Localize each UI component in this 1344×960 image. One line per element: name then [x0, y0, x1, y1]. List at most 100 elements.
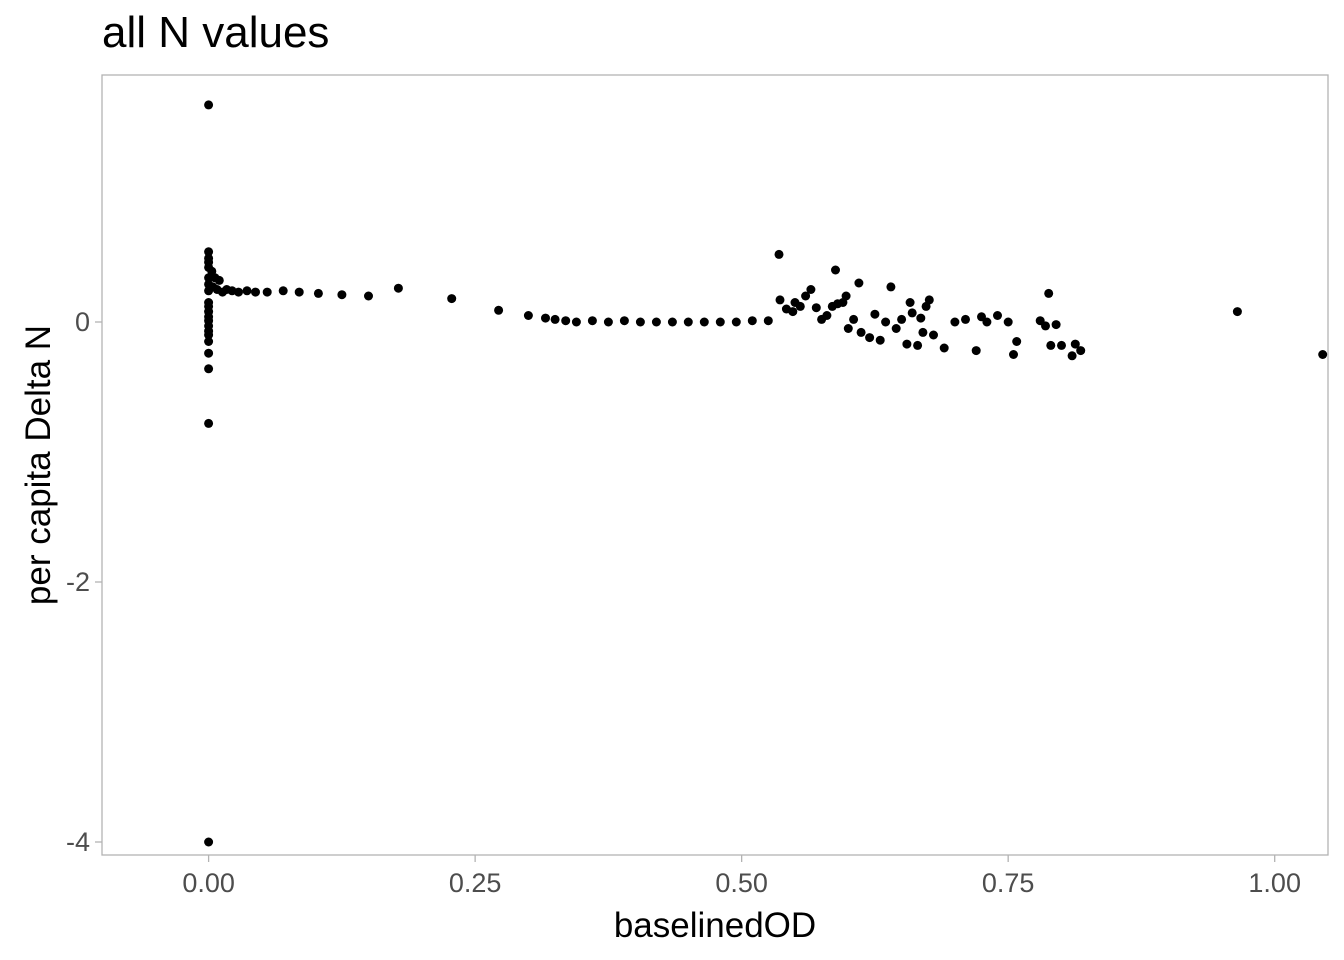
data-point-102 [1009, 350, 1018, 359]
data-point-65 [806, 285, 816, 294]
data-point-99 [982, 317, 992, 327]
data-point-89 [916, 313, 926, 323]
x-tick-label: 0.00 [182, 868, 235, 898]
data-point-90 [918, 327, 928, 337]
data-point-25 [214, 275, 224, 285]
x-axis-title: baselinedOD [614, 906, 816, 945]
data-point-55 [731, 317, 741, 327]
data-point-108 [1051, 320, 1061, 330]
data-point-85 [902, 339, 912, 349]
data-point-20 [204, 837, 214, 847]
data-point-51 [667, 317, 677, 327]
data-point-63 [795, 301, 805, 311]
data-point-93 [929, 330, 938, 340]
data-point-0 [204, 100, 214, 110]
data-point-81 [881, 317, 891, 327]
data-point-33 [278, 286, 288, 296]
data-point-50 [651, 317, 661, 327]
data-point-41 [523, 311, 533, 320]
y-tick-label: 0 [75, 307, 90, 337]
data-point-15 [204, 330, 214, 340]
data-point-64 [801, 291, 811, 301]
y-axis: -4 -2 0 [66, 307, 102, 857]
data-point-76 [854, 278, 864, 288]
data-point-38 [393, 283, 403, 293]
data-point-100 [993, 311, 1002, 320]
data-point-18 [204, 364, 214, 374]
data-point-94 [939, 343, 949, 353]
data-point-80 [875, 335, 885, 345]
y-tick-label: -4 [66, 827, 90, 857]
data-point-92 [924, 295, 934, 305]
data-point-1 [204, 247, 214, 257]
data-point-30 [242, 286, 252, 296]
data-point-32 [262, 287, 272, 297]
panel-border [101, 74, 1329, 856]
data-point-37 [364, 291, 373, 301]
data-point-66 [811, 303, 821, 313]
y-axis-title: per capita Delta N [19, 325, 58, 605]
data-point-49 [635, 317, 645, 327]
data-point-83 [891, 324, 901, 333]
data-point-34 [294, 287, 304, 297]
data-point-59 [775, 295, 785, 305]
data-point-45 [571, 317, 581, 327]
data-point-70 [831, 265, 840, 275]
data-point-112 [1076, 346, 1086, 356]
data-point-95 [950, 317, 960, 327]
data-point-105 [1041, 321, 1050, 331]
data-point-74 [843, 324, 853, 333]
data-point-88 [913, 340, 923, 350]
data-point-17 [204, 348, 214, 358]
data-point-47 [603, 317, 613, 327]
data-point-113 [1232, 307, 1242, 317]
data-point-114 [1318, 350, 1328, 359]
data-point-79 [870, 309, 880, 319]
data-point-77 [856, 327, 866, 337]
data-point-57 [763, 316, 773, 326]
data-point-84 [897, 314, 907, 324]
data-point-73 [841, 291, 851, 301]
data-point-103 [1012, 337, 1022, 346]
data-point-42 [541, 313, 550, 323]
data-point-58 [774, 249, 784, 259]
data-point-75 [849, 314, 859, 324]
x-axis: 0.00 0.25 0.50 0.75 1.00 [182, 855, 1301, 898]
data-point-82 [886, 282, 896, 292]
data-point-19 [204, 418, 214, 428]
data-point-52 [683, 317, 693, 327]
data-point-61 [788, 307, 798, 317]
data-point-43 [550, 314, 560, 324]
data-point-87 [907, 308, 917, 318]
data-point-56 [747, 316, 757, 326]
data-point-97 [971, 346, 981, 356]
data-point-68 [822, 311, 832, 320]
data-point-29 [234, 287, 243, 297]
data-point-44 [561, 316, 571, 326]
data-point-53 [699, 317, 709, 327]
data-point-31 [251, 287, 260, 297]
y-tick-label: -2 [66, 567, 90, 597]
points-layer [204, 100, 1328, 847]
data-point-111 [1070, 339, 1080, 349]
data-point-106 [1044, 288, 1054, 298]
data-point-16 [204, 337, 214, 346]
x-tick-label: 0.50 [715, 868, 768, 898]
data-point-78 [865, 333, 875, 343]
data-point-54 [715, 317, 725, 327]
data-point-48 [619, 316, 629, 326]
data-point-35 [313, 288, 323, 298]
x-tick-label: 1.00 [1248, 868, 1301, 898]
data-point-96 [961, 314, 970, 324]
data-point-40 [494, 305, 504, 315]
data-point-46 [587, 316, 597, 326]
chart-title: all N values [102, 8, 330, 57]
data-point-109 [1057, 340, 1066, 350]
data-point-107 [1046, 340, 1056, 350]
x-tick-label: 0.25 [449, 868, 502, 898]
data-point-36 [337, 290, 347, 300]
x-tick-label: 0.75 [982, 868, 1035, 898]
data-point-39 [447, 294, 457, 304]
data-point-101 [1003, 317, 1013, 327]
